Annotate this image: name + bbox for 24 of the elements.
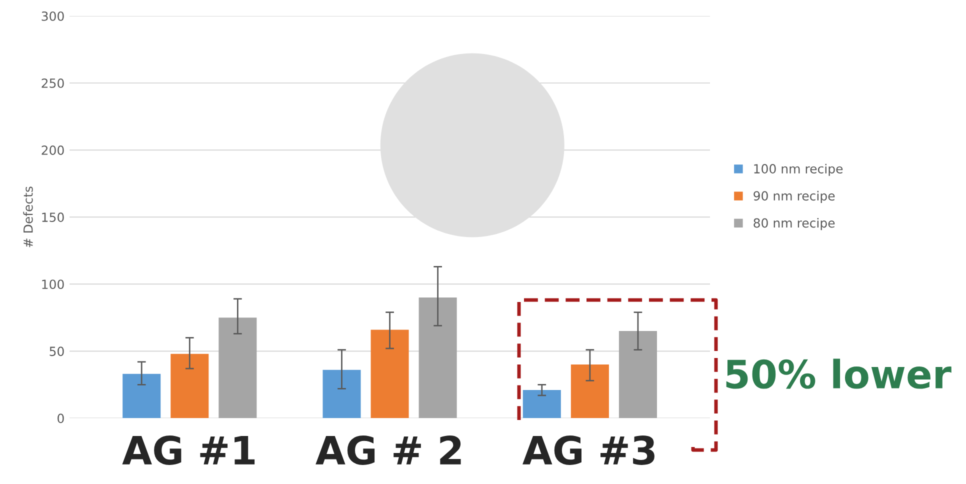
y-tick-label: 50 [50, 346, 64, 356]
bar [170, 354, 209, 418]
bar [122, 374, 161, 418]
bar [218, 318, 257, 418]
legend-label: 80 nm recipe [754, 218, 835, 230]
bar [370, 330, 409, 418]
legend-label: 100 nm recipe [754, 164, 843, 176]
x-tick-label: AG # 2 [316, 436, 461, 465]
y-tick-label: 150 [42, 212, 64, 222]
y-axis-title: # Defects [23, 186, 33, 248]
y-tick-label: 300 [42, 11, 64, 21]
y-tick-label: 100 [42, 280, 64, 290]
y-tick-label: 0 [58, 414, 64, 424]
bar [322, 370, 361, 418]
x-tick-label: AG #3 [522, 436, 654, 465]
legend-label: 90 nm recipe [754, 190, 835, 204]
text: 50% lower [726, 358, 952, 389]
bar [418, 298, 457, 418]
bar [570, 364, 609, 418]
y-tick-label: 200 [42, 146, 64, 155]
bar [522, 390, 561, 418]
y-tick-label: 250 [42, 78, 64, 88]
x-tick-label: AG #1 [122, 436, 255, 465]
bar [618, 331, 657, 418]
